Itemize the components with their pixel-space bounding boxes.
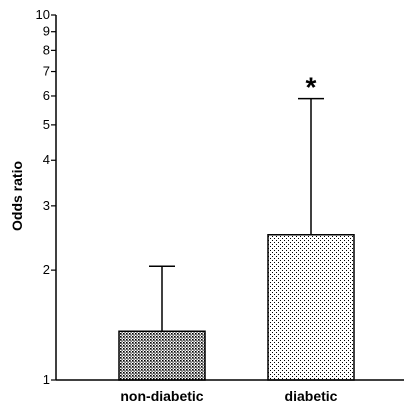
y-tick-label: 3	[43, 198, 50, 213]
significance-marker: *	[306, 72, 317, 103]
category-label-non-diabetic: non-diabetic	[120, 388, 203, 404]
y-axis-ticks: 1 2 3 4 5 6 7 8 9 10	[36, 7, 56, 387]
bars: *	[118, 72, 355, 381]
y-tick-label: 8	[43, 42, 50, 57]
y-tick-label: 9	[43, 24, 50, 39]
y-tick-label: 10	[36, 7, 50, 22]
y-tick-label: 7	[43, 64, 50, 79]
category-label-diabetic: diabetic	[285, 388, 338, 404]
bar-non-diabetic	[118, 330, 206, 381]
y-tick-label: 2	[43, 262, 50, 277]
y-tick-label: 5	[43, 117, 50, 132]
category-labels: non-diabetic diabetic	[120, 388, 337, 404]
y-tick-label: 4	[43, 152, 50, 167]
bar-diabetic	[267, 234, 355, 381]
y-tick-label: 6	[43, 88, 50, 103]
y-axis-title: Odds ratio	[9, 161, 25, 231]
y-tick-label: 1	[43, 372, 50, 387]
